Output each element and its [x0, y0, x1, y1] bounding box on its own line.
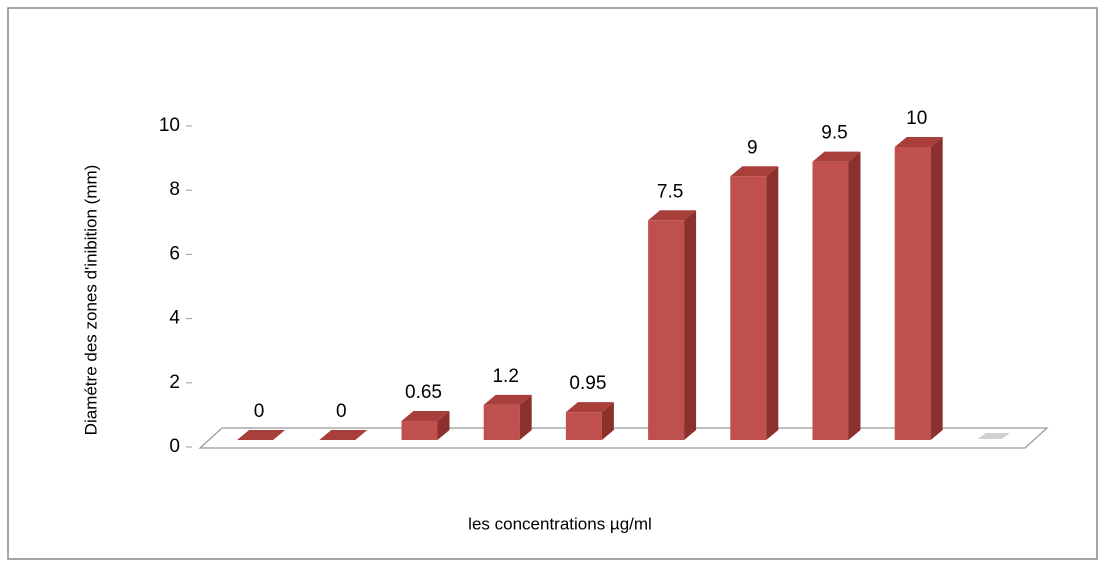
- y-tick-label: 8: [169, 179, 180, 200]
- bar: [648, 210, 697, 440]
- data-label: 9.5: [821, 123, 847, 144]
- bar-side: [684, 210, 697, 440]
- data-label: 0: [254, 401, 265, 422]
- data-label: 0.95: [569, 373, 606, 394]
- bar-side: [437, 410, 450, 440]
- bar-front: [894, 147, 931, 440]
- bar-top: [730, 166, 779, 177]
- y-tick-label: 0: [169, 436, 180, 457]
- y-axis-title: Diamétre des zones d'inibition (mm): [81, 165, 100, 436]
- bar: [319, 430, 368, 440]
- y-tick-label: 2: [169, 372, 180, 393]
- bar-top: [648, 210, 697, 221]
- bar: [565, 402, 614, 440]
- bar-top: [565, 402, 614, 413]
- bar-top: [812, 151, 861, 162]
- bar: [483, 394, 532, 440]
- bar-front: [483, 404, 520, 440]
- bar-front: [730, 176, 767, 441]
- bar: [237, 430, 286, 440]
- bar-top: [894, 137, 943, 147]
- bar-top: [319, 430, 368, 440]
- bar-top: [401, 410, 450, 421]
- y-tick-label: 10: [159, 115, 180, 136]
- x-axis-title: les concentrations µg/ml: [468, 514, 652, 533]
- data-label: 10: [906, 108, 927, 129]
- bar-front: [565, 412, 602, 440]
- data-label: 0.65: [405, 382, 442, 403]
- bar-side: [519, 394, 532, 440]
- data-label: 7.5: [657, 181, 683, 202]
- bar-side: [766, 166, 779, 441]
- bar-top: [237, 430, 286, 440]
- data-label: 0: [336, 401, 347, 422]
- bar-side: [848, 151, 861, 440]
- y-tick-label: 6: [169, 243, 180, 264]
- bar: [894, 137, 943, 440]
- bar: [730, 166, 779, 441]
- y-tick-label: 4: [169, 308, 180, 329]
- bar-front: [812, 161, 849, 440]
- bar-front: [401, 420, 438, 440]
- bar: [401, 410, 450, 440]
- bar-side: [601, 402, 614, 440]
- bar-side: [930, 137, 943, 440]
- empty-slot: [978, 433, 1010, 439]
- bar-top: [483, 394, 532, 405]
- data-label: 9: [747, 137, 758, 158]
- bar: [812, 151, 861, 440]
- bar-front: [648, 220, 685, 440]
- data-label: 1.2: [492, 366, 518, 387]
